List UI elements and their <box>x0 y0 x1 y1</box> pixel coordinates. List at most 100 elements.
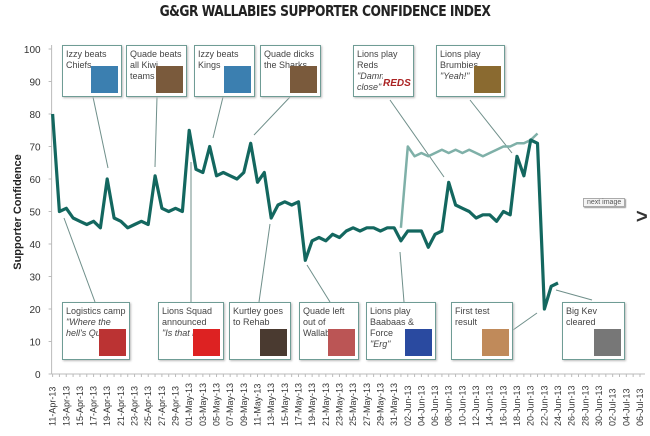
y-tick-label: 90 <box>29 78 41 89</box>
annotation-text: Lions Squad announced <box>162 306 213 327</box>
annotation-text: Lions play Reds <box>357 49 398 70</box>
x-tick-label: 01-May-13 <box>184 383 194 426</box>
annotation-photo <box>224 66 251 93</box>
annotation-box: Lions play Baabaas & Force "Erg" <box>366 302 436 360</box>
series-line-0 <box>51 113 559 311</box>
annotation-box: Izzy beats Chiefs <box>62 45 122 97</box>
x-tick-label: 11-May-13 <box>253 384 263 426</box>
annotation-text: Logistics camp <box>66 306 126 316</box>
annotation-photo <box>474 66 501 93</box>
annotation-box: Big Kev cleared <box>562 302 625 360</box>
y-axis-label: Supporter Confidence <box>12 154 24 270</box>
y-tick-label: 10 <box>29 338 41 349</box>
annotation-photo <box>405 329 432 356</box>
x-tick-label: 21-Apr-13 <box>116 386 126 426</box>
x-tick-label: 14-Jun-13 <box>485 385 495 426</box>
x-tick-label: 10-Jun-13 <box>457 385 467 426</box>
x-tick-label: 03-May-13 <box>198 383 208 426</box>
annotation-box: First test result <box>451 302 513 360</box>
y-tick-label: 30 <box>29 273 41 284</box>
x-tick-label: 31-May-13 <box>389 383 399 426</box>
annotation-photo <box>482 329 509 356</box>
y-tick-label: 80 <box>29 110 41 121</box>
x-tick-label: 20-Jun-13 <box>526 385 536 426</box>
x-tick-label: 24-Jun-13 <box>553 385 563 426</box>
annotation-leader-line <box>469 99 513 154</box>
x-tick-label: 16-Jun-13 <box>498 385 508 426</box>
y-tick-label: 50 <box>29 208 41 219</box>
annotation-quote: "Yeah!" <box>440 71 470 81</box>
annotation-photo <box>156 66 183 93</box>
annotation-leader-line <box>92 96 109 169</box>
x-tick-label: 13-May-13 <box>266 383 276 426</box>
x-tick-label: 06-Jul-13 <box>635 388 645 426</box>
x-tick-label: 27-Apr-13 <box>157 386 167 426</box>
annotation-quote: "Where the hell's Quade?" <box>66 317 124 338</box>
annotation-text: Kurtley goes to Rehab <box>233 306 284 327</box>
annotation-text: Lions play Brumbies <box>440 49 481 70</box>
annotation-photo <box>91 66 118 93</box>
x-tick-label: 02-Jun-13 <box>403 385 413 426</box>
x-tick-label: 05-May-13 <box>212 383 222 426</box>
x-tick-label: 18-Jun-13 <box>512 385 522 426</box>
x-tick-label: 19-Apr-13 <box>102 386 112 426</box>
annotation-leader-line <box>253 96 291 136</box>
annotation-photo <box>99 329 126 356</box>
annotation-text: Izzy beats Kings <box>198 49 239 70</box>
x-tick-label: 17-Apr-13 <box>89 386 99 426</box>
y-tick-label: 100 <box>24 45 41 56</box>
x-tick-label: 09-May-13 <box>239 383 249 426</box>
annotation-quote: "Damn close" <box>357 71 385 92</box>
annotation-box: Kurtley goes to Rehab <box>229 302 291 360</box>
annotation-box: Izzy beats Kings <box>194 45 255 97</box>
annotation-box: Lions play Reds "Damn close" REDS <box>353 45 414 97</box>
x-tick-label: 04-Jul-13 <box>621 388 631 426</box>
annotation-photo <box>328 329 355 356</box>
x-tick-label: 30-Jun-13 <box>594 385 604 426</box>
x-tick-label: 04-Jun-13 <box>416 385 426 426</box>
x-tick-label: 02-Jul-13 <box>608 388 618 426</box>
annotation-text: Lions play Baabaas & Force <box>370 306 415 338</box>
x-tick-label: 25-May-13 <box>348 383 358 426</box>
y-tick-label: 70 <box>29 143 41 154</box>
next-arrow-icon[interactable]: > <box>636 206 648 228</box>
annotation-leader-line <box>389 99 445 178</box>
y-tick-label: 60 <box>29 175 41 186</box>
annotation-text: Quade dicks the Sharks <box>264 49 315 70</box>
annotation-box: Lions play Brumbies "Yeah!" <box>436 45 505 97</box>
x-tick-label: 07-May-13 <box>225 383 235 426</box>
x-tick-label: 27-May-13 <box>362 383 372 426</box>
x-tick-label: 29-May-13 <box>375 383 385 426</box>
annotation-photo <box>290 66 317 93</box>
x-tick-label: 15-Apr-13 <box>75 386 85 426</box>
x-tick-label: 23-May-13 <box>334 383 344 426</box>
x-tick-label: 26-Jun-13 <box>567 385 577 426</box>
annotation-leader-line <box>258 223 271 303</box>
annotation-leader-line <box>154 96 158 168</box>
annotation-quote: "Is that it?" <box>162 328 205 338</box>
annotation-quote: "Erg" <box>370 339 391 349</box>
x-tick-label: 25-Apr-13 <box>143 386 153 426</box>
x-tick-label: 13-Apr-13 <box>61 386 71 426</box>
chart-title: G&GR WALLABIES SUPPORTER CONFIDENCE INDE… <box>159 2 491 20</box>
y-tick-label: 0 <box>35 370 41 381</box>
annotation-box: Quade beats all Kiwi teams <box>126 45 187 97</box>
annotation-leader-line <box>63 217 96 303</box>
annotation-text: Quade beats all Kiwi teams <box>130 49 182 81</box>
x-tick-label: 21-May-13 <box>321 383 331 426</box>
annotation-text: Izzy beats Chiefs <box>66 49 107 70</box>
annotation-leader-line <box>555 289 593 301</box>
x-tick-label: 08-Jun-13 <box>444 385 454 426</box>
y-tick-label: 40 <box>29 240 41 251</box>
annotation-photo <box>260 329 287 356</box>
x-tick-label: 11-Apr-13 <box>48 387 58 426</box>
x-tick-label: 12-Jun-13 <box>471 385 481 426</box>
next-image-button[interactable]: next image <box>583 198 626 207</box>
annotation-photo <box>193 329 220 356</box>
annotation-photo: REDS <box>383 66 411 93</box>
annotation-leader-line <box>512 312 538 331</box>
annotation-text: Quade left out of Wallaby 25 <box>303 306 348 338</box>
x-tick-label: 06-Jun-13 <box>430 385 440 426</box>
x-tick-label: 23-Apr-13 <box>130 386 140 426</box>
